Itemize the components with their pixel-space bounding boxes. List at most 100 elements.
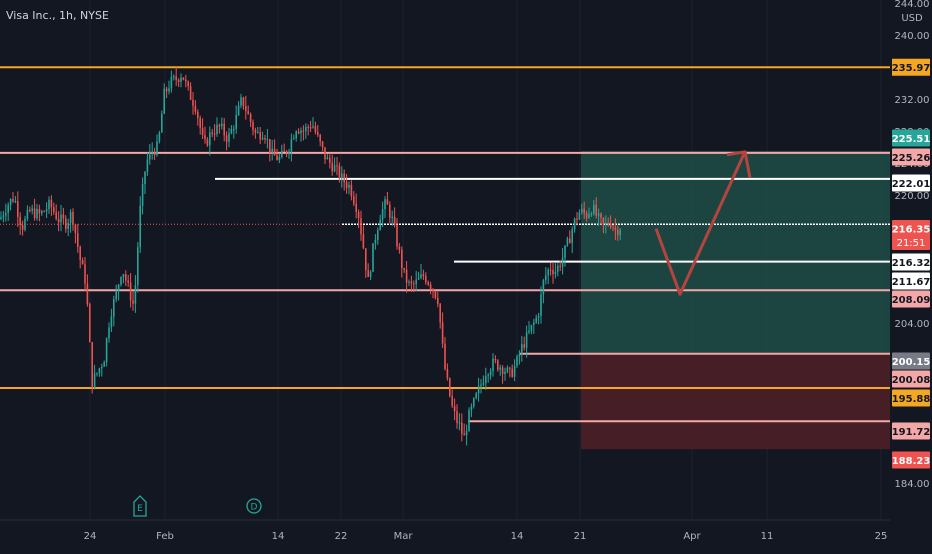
candle-body bbox=[247, 111, 249, 115]
candle-body bbox=[254, 129, 257, 133]
candle-body bbox=[463, 433, 465, 436]
forecast-path[interactable] bbox=[654, 151, 747, 296]
price-tag-208-09[interactable]: 208.09 bbox=[892, 290, 931, 308]
candle-body bbox=[125, 274, 127, 281]
candle-body bbox=[173, 76, 175, 78]
price-tag-195-88[interactable]: 195.88 bbox=[892, 389, 931, 407]
candle-body bbox=[189, 86, 192, 100]
earnings-label: E bbox=[137, 504, 143, 514]
profit-zone[interactable] bbox=[581, 150, 890, 354]
candle-body bbox=[410, 281, 413, 284]
price-tag-235-97[interactable]: 235.97 bbox=[892, 58, 931, 76]
candle-body bbox=[266, 139, 269, 141]
candle-body bbox=[542, 280, 545, 295]
candle-body bbox=[384, 199, 386, 209]
price-tag-216-32[interactable]: 216.32 bbox=[892, 253, 931, 271]
candle-body bbox=[336, 165, 338, 167]
candle-body bbox=[156, 141, 158, 156]
candle-body bbox=[602, 217, 605, 224]
loss-zone[interactable] bbox=[581, 353, 890, 450]
candle-body bbox=[218, 124, 221, 127]
x-tick-label: 11 bbox=[761, 531, 774, 542]
price-tag-200-15[interactable]: 200.15 bbox=[892, 352, 931, 370]
price-tag-188-23[interactable]: 188.23 bbox=[892, 451, 931, 469]
candle-body bbox=[501, 367, 504, 374]
candle-body bbox=[345, 182, 348, 188]
price-tag-background bbox=[892, 370, 930, 388]
candle-body bbox=[261, 138, 264, 140]
price-tag-191-72[interactable]: 191.72 bbox=[892, 422, 931, 440]
y-tick-label: 184.00 bbox=[895, 479, 930, 490]
candle-body bbox=[288, 151, 290, 154]
candle-body bbox=[521, 344, 523, 355]
candle-body bbox=[533, 322, 535, 325]
price-tag-211-67[interactable]: 211.67 bbox=[892, 272, 931, 290]
price-tag-200-08[interactable]: 200.08 bbox=[892, 370, 931, 388]
candle-body bbox=[581, 208, 583, 213]
candle-body bbox=[295, 131, 297, 139]
candle-body bbox=[55, 212, 57, 220]
price-tag-background bbox=[892, 148, 930, 166]
candle-body bbox=[470, 406, 473, 411]
candle-body bbox=[31, 208, 33, 211]
candle-body bbox=[372, 243, 374, 272]
candle-body bbox=[283, 150, 285, 152]
candle-body bbox=[170, 76, 173, 89]
candle-body bbox=[504, 371, 506, 374]
candle-body bbox=[427, 282, 429, 285]
candle-body bbox=[101, 366, 103, 369]
candle-body bbox=[343, 173, 345, 183]
candle-body bbox=[369, 271, 372, 277]
price-tag-background bbox=[892, 422, 930, 440]
candle-body bbox=[449, 378, 451, 397]
candle-body bbox=[129, 282, 132, 301]
candle-body bbox=[285, 151, 288, 154]
price-axis[interactable]: 244.00240.00232.00228.00224.00220.00204.… bbox=[890, 0, 932, 550]
candle-body bbox=[485, 376, 487, 384]
candle-body bbox=[144, 171, 146, 184]
dividend-label: D bbox=[251, 503, 258, 513]
price-tag-216-35[interactable]: 216.35 21:51 bbox=[892, 220, 931, 250]
candle-body bbox=[614, 227, 617, 230]
candle-body bbox=[221, 123, 223, 127]
candle-body bbox=[69, 211, 72, 223]
candle-body bbox=[523, 344, 525, 348]
candle-body bbox=[242, 97, 245, 107]
price-tag-225-26[interactable]: 225.26 bbox=[892, 148, 931, 166]
candle-body bbox=[257, 132, 259, 134]
candle-body bbox=[537, 316, 540, 318]
earnings-marker[interactable]: E bbox=[133, 495, 147, 517]
price-tag-225-51[interactable]: 225.51 bbox=[892, 129, 931, 147]
candle-body bbox=[528, 330, 530, 333]
candle-body bbox=[590, 213, 593, 215]
price-tag-label: 225.26 bbox=[892, 153, 931, 164]
candle-body bbox=[559, 265, 561, 267]
dividend-marker[interactable]: D bbox=[246, 498, 262, 514]
position-zones bbox=[581, 150, 890, 450]
price-tag-label: 211.67 bbox=[892, 277, 931, 288]
price-tag-background bbox=[892, 129, 930, 147]
candle-body bbox=[535, 317, 537, 323]
x-tick-label: 24 bbox=[84, 531, 97, 542]
candle-body bbox=[461, 422, 463, 434]
earnings-icon bbox=[133, 495, 147, 517]
candle-body bbox=[482, 383, 485, 385]
candle-body bbox=[201, 128, 204, 136]
candle-body bbox=[552, 270, 554, 275]
price-tag-222-01[interactable]: 222.01 bbox=[892, 174, 931, 192]
candle-body bbox=[302, 130, 305, 132]
candle-body bbox=[360, 218, 362, 235]
candle-body bbox=[24, 218, 26, 230]
candle-body bbox=[381, 208, 384, 220]
candle-body bbox=[206, 139, 209, 146]
candle-body bbox=[605, 222, 607, 224]
candle-body bbox=[530, 324, 533, 331]
candle-body bbox=[487, 375, 489, 377]
candle-body bbox=[297, 131, 300, 134]
candle-body bbox=[74, 224, 77, 234]
time-axis[interactable]: 24 Feb 14 22 Mar 14 21 Apr 11 25 bbox=[0, 519, 890, 542]
candle-body bbox=[12, 199, 14, 202]
candle-body bbox=[139, 205, 141, 248]
candle-body bbox=[216, 124, 218, 135]
